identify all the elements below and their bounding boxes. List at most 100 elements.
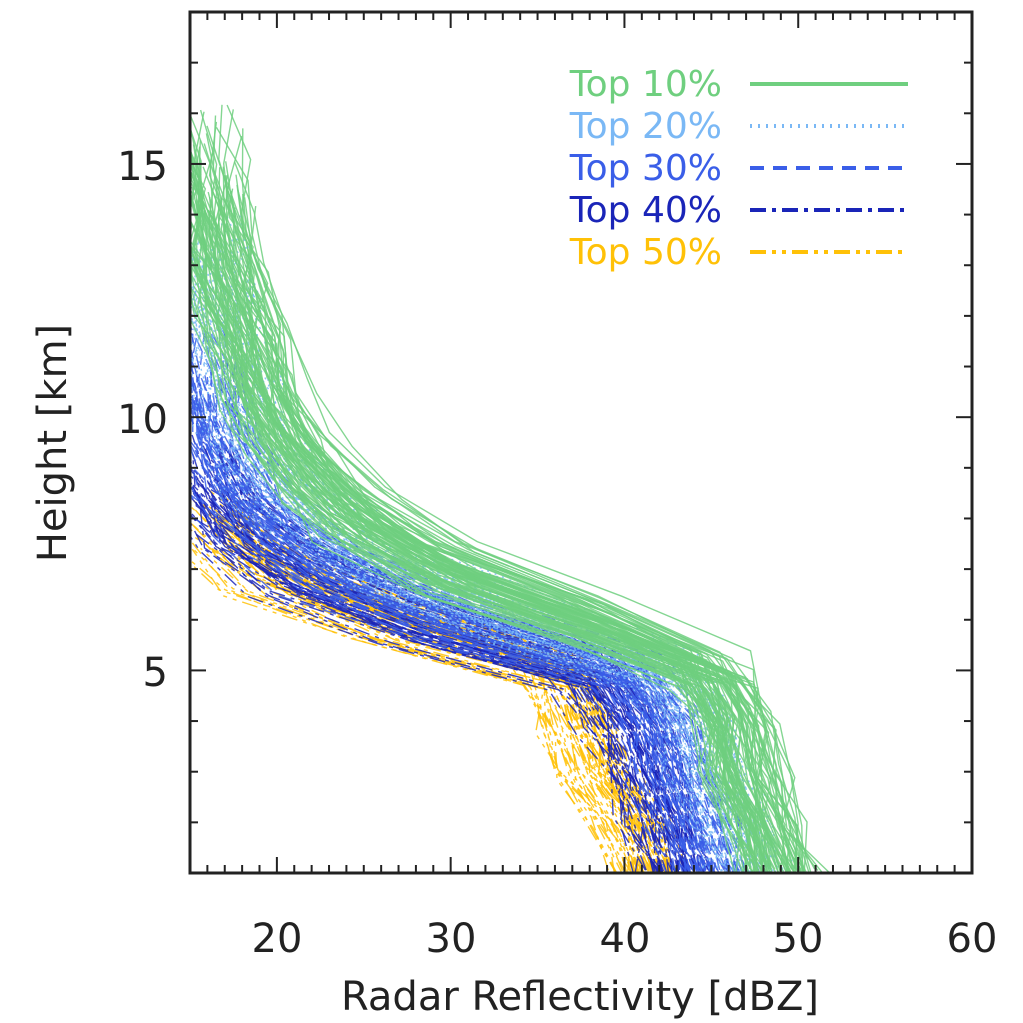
profile-line bbox=[215, 126, 803, 871]
x-axis-title: Radar Reflectivity [dBZ] bbox=[341, 974, 819, 1020]
profile-line bbox=[190, 520, 659, 873]
profile-line bbox=[190, 289, 732, 870]
profile-line bbox=[251, 549, 669, 873]
profile-line bbox=[193, 239, 723, 872]
profile-line bbox=[190, 248, 727, 873]
y-tick-label: 10 bbox=[117, 397, 168, 443]
profile-line bbox=[190, 337, 703, 871]
plot-frame bbox=[188, 10, 974, 875]
profile-line bbox=[219, 389, 732, 873]
legend-label-top40: Top 40% bbox=[569, 190, 722, 231]
profile-line bbox=[190, 559, 618, 873]
profile-line bbox=[190, 310, 714, 873]
profile-line bbox=[190, 438, 692, 873]
profile-line bbox=[214, 362, 730, 873]
profile-line bbox=[190, 455, 688, 873]
profile-line bbox=[190, 561, 627, 873]
series-top-10- bbox=[190, 104, 831, 873]
profile-line bbox=[208, 548, 633, 873]
legend-label-top50: Top 50% bbox=[569, 232, 722, 273]
profile-line bbox=[234, 524, 669, 873]
profile-line bbox=[190, 201, 782, 873]
y-tick-label: 5 bbox=[143, 650, 168, 696]
profile-line bbox=[190, 487, 668, 873]
profile-line bbox=[200, 547, 635, 873]
profile-line bbox=[203, 502, 674, 873]
profile-line bbox=[190, 112, 776, 870]
x-tick-label: 50 bbox=[773, 916, 824, 962]
legend-label-top30: Top 30% bbox=[569, 148, 722, 189]
profile-line bbox=[197, 401, 714, 873]
profile-line bbox=[220, 378, 740, 873]
profile-line bbox=[242, 193, 831, 873]
profile-line bbox=[202, 166, 780, 873]
profile-line bbox=[190, 363, 698, 871]
profile-line bbox=[191, 548, 623, 873]
profile-line bbox=[207, 496, 689, 873]
profile-line bbox=[190, 485, 663, 873]
profile-line bbox=[199, 447, 702, 872]
profile-line bbox=[190, 417, 707, 873]
profile-line bbox=[198, 253, 729, 873]
profile-line bbox=[195, 394, 705, 873]
profile-line bbox=[198, 500, 661, 873]
profile-line bbox=[208, 494, 653, 871]
profile-line bbox=[207, 468, 689, 873]
x-tick-label: 30 bbox=[426, 916, 477, 962]
profile-line bbox=[225, 175, 792, 873]
profile-line bbox=[190, 242, 722, 872]
profile-line bbox=[225, 470, 687, 873]
profile-line bbox=[190, 180, 772, 871]
profile-line bbox=[190, 544, 618, 873]
x-tick-label: 20 bbox=[252, 916, 303, 962]
profile-line bbox=[190, 166, 753, 873]
profile-line bbox=[190, 242, 734, 871]
profile-line bbox=[198, 282, 721, 873]
profile-line bbox=[190, 306, 727, 873]
profile-line bbox=[219, 234, 759, 871]
profile-line bbox=[190, 401, 701, 873]
profile-line bbox=[229, 285, 772, 873]
profile-line bbox=[190, 325, 700, 870]
y-tick-label: 15 bbox=[117, 144, 168, 190]
profile-line bbox=[208, 366, 736, 873]
profile-line bbox=[198, 390, 713, 873]
profile-line bbox=[241, 128, 819, 872]
profile-line bbox=[217, 514, 638, 873]
profile-line bbox=[190, 238, 756, 873]
profile-line bbox=[226, 200, 803, 873]
profile-line bbox=[190, 149, 752, 871]
profile-line bbox=[190, 278, 750, 873]
legend-line-samples bbox=[750, 82, 908, 254]
profile-line bbox=[190, 371, 707, 870]
profile-line bbox=[192, 365, 713, 873]
legend-label-top10: Top 10% bbox=[569, 64, 722, 105]
axis-ticks bbox=[190, 12, 972, 873]
profile-line bbox=[208, 403, 722, 873]
profile-line bbox=[190, 352, 706, 872]
profile-line bbox=[236, 521, 671, 873]
legend-label-top20: Top 20% bbox=[569, 106, 722, 147]
profile-line bbox=[190, 495, 657, 873]
profile-line bbox=[236, 184, 802, 873]
profile-line bbox=[194, 394, 713, 873]
profile-line bbox=[190, 387, 722, 873]
profile-line bbox=[190, 307, 733, 873]
profile-line bbox=[204, 542, 637, 873]
y-tick-labels: 5 10 15 bbox=[117, 144, 168, 696]
profile-line bbox=[214, 392, 737, 873]
profile-line bbox=[207, 524, 646, 873]
x-tick-label: 40 bbox=[600, 916, 651, 962]
profile-line bbox=[192, 376, 715, 873]
x-tick-labels: 20 30 40 50 60 bbox=[252, 916, 998, 962]
profile-line bbox=[190, 258, 754, 873]
profile-line bbox=[213, 508, 634, 872]
profile-line bbox=[190, 521, 624, 871]
profile-line bbox=[226, 522, 670, 873]
profile-line bbox=[190, 276, 724, 873]
y-axis-title: Height [km] bbox=[30, 324, 76, 562]
profile-line bbox=[219, 217, 806, 873]
profile-line bbox=[190, 349, 700, 872]
series-layer bbox=[190, 104, 831, 873]
